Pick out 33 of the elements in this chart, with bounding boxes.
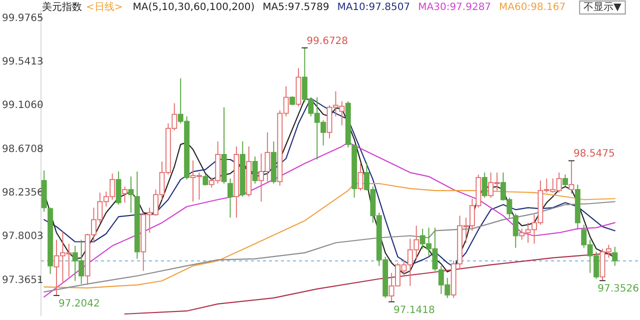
candlestick	[358, 162, 364, 192]
annotation: 不显示▼	[584, 2, 622, 13]
candlestick	[116, 171, 122, 206]
annotation: 97.1418	[394, 304, 435, 316]
candlestick	[612, 246, 618, 266]
text: MA10:97.8507	[337, 2, 410, 13]
candlestick	[290, 96, 296, 106]
annotation: MA(5,10,30,60,100,200)	[132, 2, 255, 13]
y-tick-label: 98.2356	[2, 188, 44, 199]
annotation: 99.6728	[306, 36, 348, 47]
annotation: 97.2042	[58, 298, 100, 310]
candlestick	[512, 213, 518, 248]
candlestick	[562, 174, 568, 188]
chart-subtitle: <日线>	[86, 1, 123, 13]
y-tick-label: 97.3651	[2, 274, 44, 286]
candlestick	[202, 174, 208, 186]
annotation: 97.3526	[598, 284, 639, 295]
candlestick	[482, 172, 488, 198]
annotation: 98.5475	[573, 148, 615, 160]
candlestick	[228, 178, 233, 218]
y-tick-label: 99.1060	[2, 100, 44, 112]
y-tick-label: 97.8003	[2, 231, 44, 242]
y-tick-label: 99.9765	[2, 12, 44, 24]
y-tick-label: 99.5413	[2, 56, 44, 68]
candlestick	[568, 160, 574, 194]
candlestick	[122, 186, 128, 204]
text: MA5:97.5789	[262, 2, 330, 13]
candlestick	[128, 176, 134, 214]
text: MA30:97.9287	[418, 2, 492, 13]
chart-title: 美元指数	[42, 1, 82, 13]
candlestick	[252, 156, 258, 184]
y-tick-label: 98.6708	[2, 144, 44, 155]
text: MA60:98.167	[499, 2, 566, 13]
